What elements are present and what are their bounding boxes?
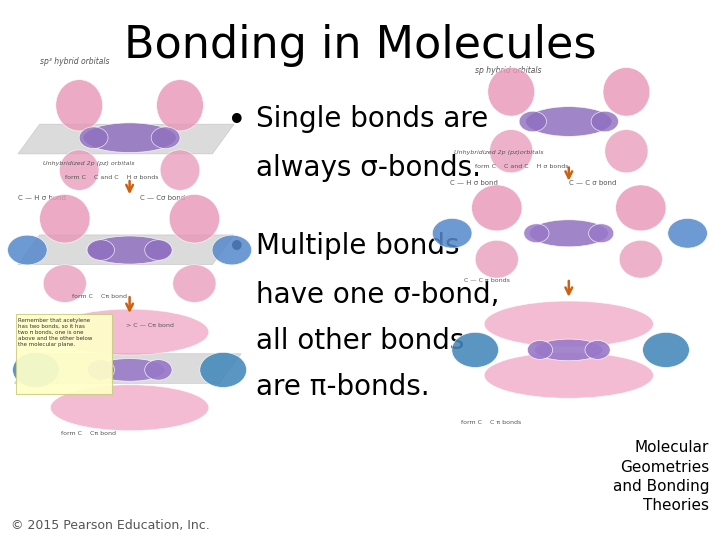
Text: C — H σ bond: C — H σ bond — [18, 195, 66, 201]
Ellipse shape — [7, 235, 48, 265]
Text: © 2015 Pearson Education, Inc.: © 2015 Pearson Education, Inc. — [11, 519, 210, 532]
Ellipse shape — [94, 359, 166, 381]
Ellipse shape — [529, 220, 608, 247]
Text: all other bonds: all other bonds — [256, 327, 464, 355]
Text: Single bonds are: Single bonds are — [256, 105, 488, 133]
Ellipse shape — [40, 194, 90, 243]
Text: form C    C and C    H σ bonds: form C C and C H σ bonds — [475, 165, 569, 170]
Polygon shape — [18, 124, 234, 154]
Ellipse shape — [534, 339, 603, 361]
Ellipse shape — [43, 265, 86, 302]
Ellipse shape — [526, 106, 612, 137]
Text: are π-bonds.: are π-bonds. — [256, 373, 429, 401]
Text: Bonding in Molecules: Bonding in Molecules — [124, 24, 596, 68]
Ellipse shape — [87, 360, 114, 380]
Ellipse shape — [145, 240, 172, 260]
Text: always σ-bonds.: always σ-bonds. — [256, 154, 481, 182]
Text: form C    Cπ bond: form C Cπ bond — [61, 431, 116, 436]
Ellipse shape — [160, 150, 200, 190]
Ellipse shape — [519, 111, 546, 132]
Text: form C    C π bonds: form C C π bonds — [461, 420, 521, 425]
Text: > C — Cπ bond: > C — Cπ bond — [126, 323, 174, 328]
Ellipse shape — [50, 309, 209, 355]
Ellipse shape — [616, 185, 666, 231]
Ellipse shape — [585, 341, 611, 360]
Ellipse shape — [60, 150, 99, 190]
Polygon shape — [18, 235, 234, 265]
Polygon shape — [16, 314, 112, 394]
Ellipse shape — [523, 224, 549, 243]
Ellipse shape — [605, 130, 648, 173]
Ellipse shape — [145, 360, 172, 380]
Text: Remember that acetylene
has two bonds, so it has
two π bonds, one is one
above a: Remember that acetylene has two bonds, s… — [18, 318, 92, 347]
Ellipse shape — [527, 341, 553, 360]
Ellipse shape — [199, 352, 246, 388]
Polygon shape — [14, 354, 241, 383]
Text: sp³ hybrid orbitals: sp³ hybrid orbitals — [40, 57, 109, 66]
Ellipse shape — [151, 127, 180, 148]
Ellipse shape — [643, 332, 690, 368]
Ellipse shape — [490, 130, 533, 173]
Text: C — C σ bond: C — C σ bond — [569, 180, 616, 186]
Ellipse shape — [12, 352, 60, 388]
Text: •: • — [227, 105, 246, 138]
Text: Multiple bonds: Multiple bonds — [256, 232, 459, 260]
Ellipse shape — [86, 236, 173, 264]
Ellipse shape — [56, 79, 103, 131]
Ellipse shape — [603, 68, 649, 116]
Ellipse shape — [668, 218, 707, 248]
Ellipse shape — [472, 185, 522, 231]
Text: C — C π bonds: C — C π bonds — [464, 278, 510, 283]
Ellipse shape — [485, 301, 654, 347]
Ellipse shape — [485, 353, 654, 399]
Ellipse shape — [50, 384, 209, 431]
Text: sp hybrid orbitals: sp hybrid orbitals — [475, 66, 541, 75]
Ellipse shape — [588, 224, 613, 243]
Ellipse shape — [475, 240, 518, 278]
Text: form C    C and C    H σ bonds: form C C and C H σ bonds — [65, 176, 158, 180]
Ellipse shape — [452, 332, 498, 368]
Text: C — H σ bond: C — H σ bond — [450, 180, 498, 186]
Text: Unhybridized 2p (pz) orbitals: Unhybridized 2p (pz) orbitals — [43, 161, 135, 166]
Text: •: • — [227, 232, 246, 265]
Ellipse shape — [169, 194, 220, 243]
Ellipse shape — [87, 240, 114, 260]
Ellipse shape — [591, 111, 618, 132]
Ellipse shape — [83, 123, 176, 152]
Text: have one σ-bond,: have one σ-bond, — [256, 281, 499, 309]
Ellipse shape — [79, 127, 108, 148]
Ellipse shape — [173, 265, 216, 302]
Ellipse shape — [212, 235, 252, 265]
Text: C — Cσ bond: C — Cσ bond — [140, 195, 186, 201]
Ellipse shape — [432, 218, 472, 248]
Ellipse shape — [619, 240, 662, 278]
Ellipse shape — [488, 68, 534, 116]
Text: Molecular
Geometries
and Bonding
Theories: Molecular Geometries and Bonding Theorie… — [613, 441, 709, 513]
Text: form C    Cπ bond: form C Cπ bond — [72, 294, 127, 299]
Text: Unhybridized 2p (pz)orbitals: Unhybridized 2p (pz)orbitals — [454, 150, 543, 155]
Ellipse shape — [157, 79, 204, 131]
